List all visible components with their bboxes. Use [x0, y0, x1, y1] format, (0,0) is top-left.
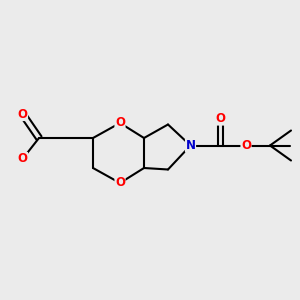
Text: O: O — [215, 112, 226, 125]
Text: O: O — [241, 139, 251, 152]
Text: O: O — [17, 107, 28, 121]
Text: O: O — [115, 176, 125, 190]
Text: N: N — [185, 139, 196, 152]
Text: O: O — [115, 116, 125, 130]
Text: O: O — [17, 152, 28, 166]
